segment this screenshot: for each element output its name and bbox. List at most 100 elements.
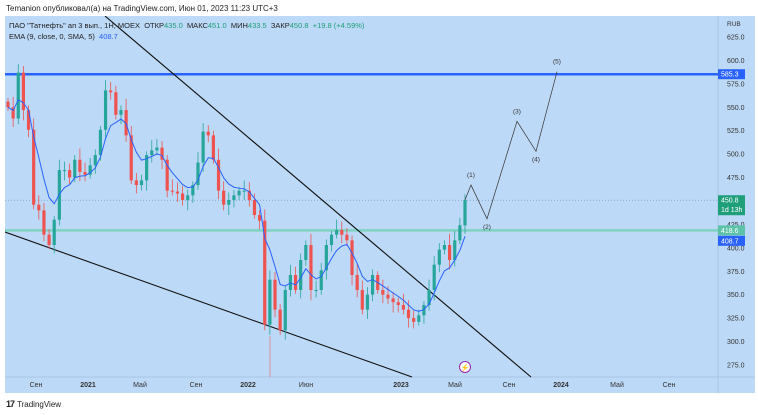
candle xyxy=(21,72,26,111)
candle xyxy=(232,195,236,201)
footer-logo-text: TradingView xyxy=(17,399,62,409)
candle xyxy=(247,190,251,201)
candle xyxy=(304,245,308,261)
candle xyxy=(114,92,118,115)
candle xyxy=(453,240,457,261)
candle xyxy=(16,72,20,119)
candle xyxy=(406,309,411,319)
attribution: Temanion опубликовал(а) на TradingView.c… xyxy=(6,4,278,13)
time-tick-label: 2022 xyxy=(240,382,256,389)
price-tick-label: 275.0 xyxy=(727,362,745,369)
candle xyxy=(165,159,169,191)
close-value: 450.8 xyxy=(289,21,309,30)
candle xyxy=(442,245,447,250)
chart-area[interactable]: RUB625.0600.0575.0550.0525.0500.0475.042… xyxy=(5,16,755,393)
candle xyxy=(150,150,154,156)
candle xyxy=(42,210,46,235)
time-tick-label: Май xyxy=(610,381,624,389)
candle xyxy=(335,230,339,235)
wave-label: (4) xyxy=(532,156,540,163)
support-price-badge xyxy=(718,225,745,236)
candle xyxy=(109,90,113,93)
candle xyxy=(258,215,262,221)
candle xyxy=(186,195,190,201)
candle xyxy=(283,289,287,331)
candle xyxy=(401,304,405,310)
wave-label: (3) xyxy=(513,108,521,115)
price-tick-label: 350.0 xyxy=(727,292,745,299)
candle xyxy=(175,191,180,194)
candle xyxy=(88,165,92,175)
candle xyxy=(191,185,195,196)
candle xyxy=(437,249,441,265)
symbol-name[interactable]: ПАО "Татнефть" ап 3 вып., 1H, MOEX xyxy=(9,21,141,30)
candle xyxy=(386,294,390,299)
candle xyxy=(98,129,103,156)
price-tick-label: 625.0 xyxy=(727,35,745,42)
ema-label[interactable]: EMA (9, close, 0, SMA, 5) xyxy=(9,32,95,41)
last-price-badge xyxy=(718,195,745,216)
candle xyxy=(463,200,467,226)
candle xyxy=(211,135,215,160)
candle xyxy=(412,318,416,322)
time-tick-label: Сен xyxy=(503,382,516,389)
candle xyxy=(222,190,226,205)
candle xyxy=(93,155,97,166)
candle xyxy=(6,101,10,108)
ema-price-badge xyxy=(718,235,745,246)
candle xyxy=(73,159,77,178)
candle xyxy=(268,279,272,325)
time-tick-label: Май xyxy=(448,381,462,389)
close-label: ЗАКР xyxy=(270,21,290,30)
high-value: 451.0 xyxy=(207,21,227,30)
wave-projection xyxy=(464,71,558,220)
time-tick-label: Сен xyxy=(30,382,43,389)
price-tick-label: 300.0 xyxy=(727,339,745,346)
candle xyxy=(52,219,56,246)
wave-label: (5) xyxy=(553,59,561,66)
candle xyxy=(124,110,128,136)
candle xyxy=(68,170,72,178)
chart-svg[interactable]: RUB625.0600.0575.0550.0525.0500.0475.042… xyxy=(5,16,755,393)
price-tick-label: 600.0 xyxy=(727,58,745,65)
candle xyxy=(237,190,241,196)
time-tick-label: 2021 xyxy=(80,382,96,389)
trendline-upper xyxy=(104,16,532,378)
candle xyxy=(370,274,375,295)
time-tick-label: Сен xyxy=(663,382,676,389)
candle xyxy=(293,274,298,290)
price-tick-label: 375.0 xyxy=(727,269,745,276)
candle xyxy=(78,159,82,172)
wave-label: (1) xyxy=(467,172,475,179)
candle xyxy=(381,289,385,295)
change-value: +19.8 (+4.59%) xyxy=(312,21,365,30)
candle xyxy=(139,180,144,186)
candle xyxy=(103,90,108,130)
price-tick-label: 400.0 xyxy=(727,245,745,252)
lightning-event-icon xyxy=(459,361,471,373)
candle xyxy=(329,234,334,246)
candle xyxy=(458,225,462,241)
candle xyxy=(227,200,231,205)
ema-value: 408.7 xyxy=(99,32,118,41)
lightning-glyph: ⚡ xyxy=(461,363,470,372)
candle xyxy=(252,200,257,216)
time-tick-label: Июн xyxy=(299,382,313,389)
candle xyxy=(309,245,313,290)
candle xyxy=(134,180,138,186)
symbol-legend: ПАО "Татнефть" ап 3 вып., 1H, MOEX ОТКР4… xyxy=(9,21,364,30)
candle xyxy=(391,298,395,303)
price-tick-label: 550.0 xyxy=(727,105,745,112)
support-price-badge-text: 418.6 xyxy=(721,228,739,235)
candle xyxy=(319,270,323,290)
candle xyxy=(160,147,164,160)
candle xyxy=(119,110,123,115)
candle xyxy=(62,170,67,172)
price-tick-label: 325.0 xyxy=(727,316,745,323)
candle xyxy=(365,294,370,310)
resistance-price-badge-text: 585.3 xyxy=(721,72,739,79)
low-label: МИН xyxy=(230,21,248,30)
candle xyxy=(155,147,159,151)
candle xyxy=(32,129,36,205)
price-tick-label: 500.0 xyxy=(727,152,745,159)
